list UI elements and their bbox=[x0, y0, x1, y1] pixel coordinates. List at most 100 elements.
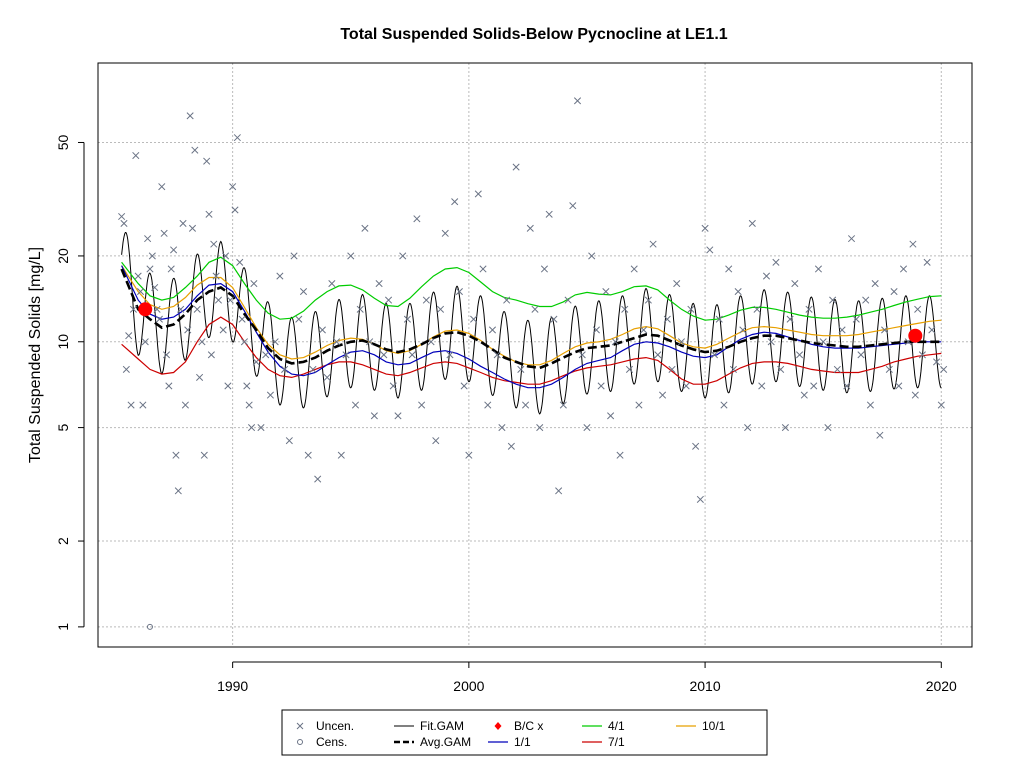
uncen-point bbox=[205, 210, 213, 218]
uncen-point bbox=[692, 442, 700, 450]
uncen-point bbox=[304, 451, 312, 459]
uncen-point bbox=[118, 212, 126, 221]
uncen-point bbox=[503, 296, 511, 304]
uncen-point bbox=[829, 296, 837, 304]
y-axis-label: Total Suspended Solids [mg/L] bbox=[27, 247, 44, 463]
uncen-point bbox=[616, 451, 624, 459]
uncen-point bbox=[668, 365, 676, 373]
uncen-point bbox=[578, 351, 586, 359]
uncen-point bbox=[682, 382, 690, 390]
bc-point bbox=[908, 328, 923, 343]
uncen-point bbox=[148, 252, 156, 260]
uncen-point bbox=[937, 401, 945, 409]
uncen-point bbox=[465, 451, 473, 459]
uncen-point bbox=[866, 401, 874, 409]
uncen-point bbox=[786, 315, 794, 323]
uncen-point bbox=[323, 373, 331, 381]
uncen-point bbox=[174, 487, 182, 495]
uncen-point bbox=[247, 424, 256, 432]
uncen-point bbox=[677, 338, 686, 346]
uncen-point bbox=[871, 280, 879, 288]
uncen-point bbox=[753, 305, 761, 313]
uncen-point bbox=[394, 412, 402, 420]
uncen-point bbox=[876, 431, 884, 439]
uncen-point bbox=[252, 358, 260, 366]
uncen-point bbox=[314, 475, 322, 483]
uncen-point bbox=[285, 437, 293, 445]
uncen-point bbox=[540, 265, 549, 273]
uncen-point bbox=[281, 365, 289, 373]
uncen-point bbox=[862, 296, 870, 304]
uncen-point bbox=[375, 280, 383, 288]
uncen-point bbox=[222, 252, 230, 260]
uncen-point bbox=[701, 224, 709, 232]
uncen-point bbox=[245, 401, 253, 409]
uncen-point bbox=[526, 224, 534, 232]
uncen-point bbox=[160, 229, 168, 237]
uncen-point bbox=[507, 442, 515, 450]
uncen-point bbox=[184, 326, 192, 334]
uncen-point bbox=[654, 351, 662, 359]
uncen-point bbox=[696, 495, 704, 503]
legend-box bbox=[281, 709, 768, 756]
uncen-point bbox=[188, 224, 197, 232]
uncen-point bbox=[621, 305, 629, 313]
uncen-point bbox=[611, 338, 619, 346]
uncen-point bbox=[309, 365, 317, 373]
uncen-point bbox=[151, 283, 159, 292]
bc-point bbox=[138, 302, 153, 317]
plot-frame bbox=[97, 62, 973, 648]
uncen-point bbox=[427, 338, 435, 346]
uncen-point bbox=[191, 146, 199, 154]
uncen-point bbox=[592, 326, 600, 334]
uncen-point bbox=[559, 401, 567, 409]
uncen-point bbox=[644, 296, 652, 304]
uncen-point bbox=[243, 382, 251, 390]
uncen-point bbox=[635, 401, 643, 409]
x-tick-label: 2020 bbox=[926, 678, 957, 694]
legend: Uncen. Cens. Fit.GAM Avg.GAM B/C x 1/1 4/1 7/1 1… bbox=[281, 709, 768, 756]
legend-label: Avg.GAM bbox=[420, 735, 471, 749]
uncen-point bbox=[762, 272, 771, 280]
uncen-point bbox=[162, 351, 171, 359]
line-4-1 bbox=[121, 256, 942, 321]
uncen-point bbox=[573, 97, 582, 105]
uncen-point bbox=[777, 365, 785, 373]
uncen-point bbox=[203, 157, 211, 165]
uncen-point bbox=[474, 190, 482, 198]
uncen-point bbox=[814, 265, 823, 273]
uncen-point bbox=[179, 219, 187, 228]
uncen-point bbox=[196, 373, 204, 381]
uncen-point bbox=[299, 288, 308, 296]
uncen-point bbox=[276, 272, 284, 280]
uncen-point bbox=[555, 487, 563, 495]
uncen-point bbox=[441, 229, 449, 237]
legend-label: Cens. bbox=[316, 735, 347, 749]
points-layer bbox=[118, 97, 948, 630]
uncen-point bbox=[781, 424, 789, 432]
uncen-point bbox=[824, 424, 832, 432]
uncen-point bbox=[748, 219, 756, 228]
uncen-point bbox=[418, 401, 426, 409]
uncen-point bbox=[531, 305, 539, 313]
uncen-point bbox=[257, 424, 265, 432]
uncen-point bbox=[136, 288, 145, 296]
uncen-point bbox=[630, 265, 638, 273]
uncen-point bbox=[725, 265, 733, 273]
legend-label: Fit.GAM bbox=[420, 719, 464, 733]
uncen-point bbox=[413, 215, 421, 223]
uncen-point bbox=[181, 401, 189, 409]
uncen-point bbox=[838, 326, 846, 334]
uncen-point bbox=[706, 246, 714, 254]
uncen-point bbox=[193, 305, 201, 313]
uncen-point bbox=[852, 315, 860, 323]
uncen-point bbox=[918, 351, 926, 359]
avg-gam-line bbox=[120, 268, 942, 370]
uncen-point bbox=[389, 382, 397, 390]
uncen-point bbox=[153, 305, 161, 313]
y-tick-label: 20 bbox=[55, 248, 71, 264]
uncen-point bbox=[588, 252, 596, 260]
uncen-point bbox=[521, 401, 530, 409]
legend-symbol-bc bbox=[494, 722, 502, 730]
